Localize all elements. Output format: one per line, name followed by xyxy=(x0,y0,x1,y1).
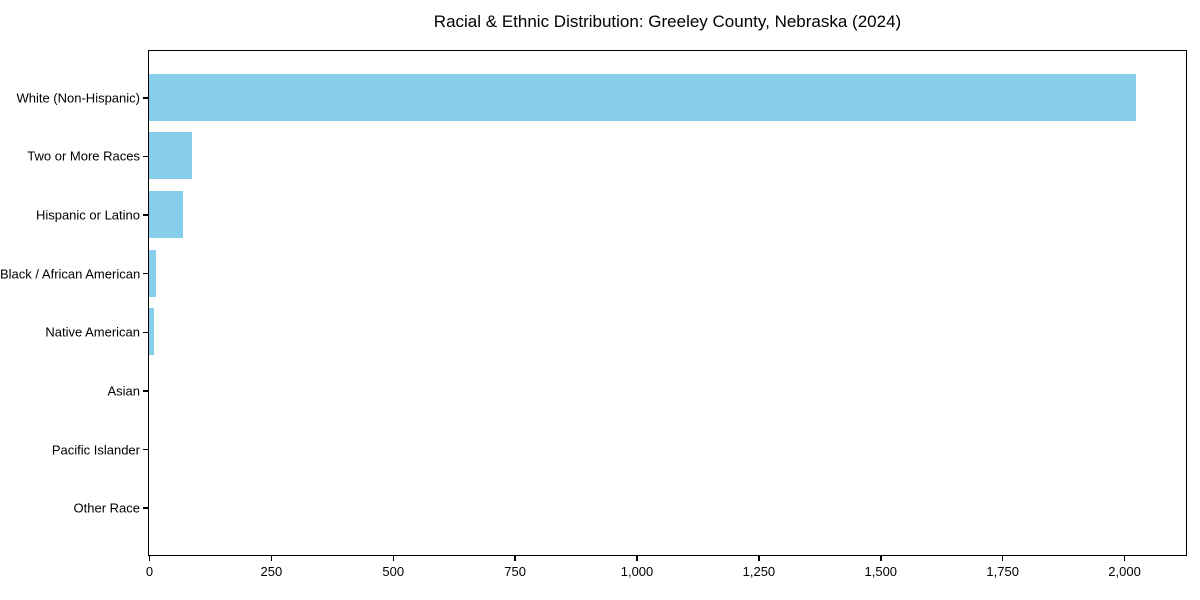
y-tick-label: White (Non-Hispanic) xyxy=(16,90,140,106)
y-tick-label: Hispanic or Latino xyxy=(35,207,140,223)
x-tick-mark xyxy=(392,556,394,561)
x-tick-label: 2,000 xyxy=(1108,564,1141,579)
y-tick-mark xyxy=(143,155,148,158)
y-tick-mark xyxy=(143,448,148,451)
x-tick-mark xyxy=(1123,556,1126,561)
x-tick-label: 0 xyxy=(145,564,154,579)
x-tick-label: 1,000 xyxy=(620,564,654,579)
y-tick-mark xyxy=(143,390,148,392)
y-tick-label: Black / African American xyxy=(0,266,141,282)
y-tick-label: Two or More Races xyxy=(27,148,140,164)
x-tick-mark xyxy=(880,556,882,561)
y-tick-label: Native American xyxy=(45,324,140,340)
x-tick-label: 1,250 xyxy=(742,564,776,579)
bar-2 xyxy=(149,132,192,180)
y-tick-mark xyxy=(143,272,148,275)
y-tick-label: Other Race xyxy=(73,500,140,516)
bar-1 xyxy=(149,73,1136,121)
y-tick-mark xyxy=(143,507,148,509)
x-tick-mark xyxy=(1001,556,1004,561)
x-tick-mark xyxy=(758,556,760,561)
y-tick-mark xyxy=(143,97,148,99)
x-tick-label: 500 xyxy=(382,564,405,579)
y-tick-mark xyxy=(143,214,148,216)
bar-3 xyxy=(149,191,184,238)
y-tick-mark xyxy=(143,331,148,334)
x-tick-mark xyxy=(270,556,273,561)
y-tick-label: Asian xyxy=(107,383,140,399)
x-tick-label: 1,500 xyxy=(864,564,898,579)
bar-4 xyxy=(149,249,157,297)
x-tick-mark xyxy=(514,556,516,561)
x-tick-mark xyxy=(148,556,151,561)
x-tick-label: 1,750 xyxy=(986,564,1019,579)
plot-area xyxy=(148,50,1187,556)
y-tick-label: Pacific Islander xyxy=(51,442,140,458)
chart-title: Racial & Ethnic Distribution: Greeley Co… xyxy=(433,12,902,31)
x-tick-mark xyxy=(636,556,638,561)
bar-5 xyxy=(149,308,155,356)
x-tick-label: 250 xyxy=(260,564,283,579)
x-tick-label: 750 xyxy=(504,564,526,579)
